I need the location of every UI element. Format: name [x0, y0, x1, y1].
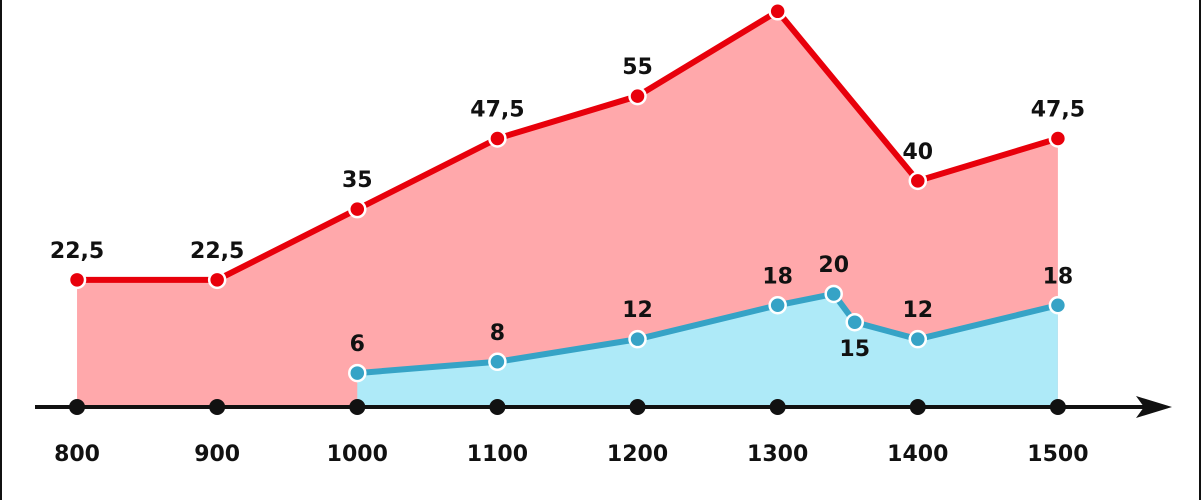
x-tick [69, 399, 86, 415]
point [768, 2, 787, 21]
line [357, 290, 1059, 377]
data-label: 55 [622, 55, 653, 80]
x-tick [769, 399, 786, 415]
x-tick-label: 1000 [327, 442, 388, 467]
data-label: 35 [342, 168, 373, 193]
point [908, 171, 928, 191]
data-label: 12 [902, 298, 933, 323]
x-axis: 800 900 1000 1100 1200 1300 1400 1500 [35, 396, 1172, 467]
point [207, 270, 227, 290]
data-label: 8 [490, 321, 505, 346]
x-tick [349, 399, 366, 415]
data-label: 18 [762, 264, 793, 289]
data-label: 15 [839, 337, 870, 362]
point [488, 129, 507, 148]
point [628, 86, 647, 106]
point [908, 329, 928, 349]
x-tick-label: 1200 [607, 442, 668, 467]
point [348, 363, 367, 383]
x-tick [909, 399, 926, 415]
x-tick [489, 399, 506, 415]
data-label: 22,5 [190, 239, 244, 264]
x-tick-label: 1100 [467, 442, 528, 467]
point [1048, 296, 1068, 315]
lines: 22,5 22,5 35 47,5 55 40 47,5 6 8 12 18 20 15 12 18 [50, 2, 1085, 383]
point [1048, 129, 1068, 148]
x-tick-label: 800 [54, 442, 100, 467]
data-label: 40 [902, 140, 933, 165]
point [348, 199, 367, 219]
line [77, 8, 1059, 283]
areas [77, 11, 1058, 408]
data-label: 6 [350, 332, 365, 357]
data-label: 47,5 [470, 97, 524, 122]
data-label: 47,5 [1031, 97, 1085, 122]
data-label: 20 [818, 253, 849, 278]
point [67, 270, 87, 290]
point [488, 352, 507, 372]
point [628, 329, 647, 349]
x-tick [209, 399, 226, 415]
data-label: 18 [1043, 264, 1074, 289]
x-tick-label: 1500 [1027, 442, 1088, 467]
point [824, 284, 843, 304]
x-tick-label: 1300 [747, 442, 808, 467]
x-tick [1049, 399, 1066, 415]
data-label: 12 [622, 298, 653, 323]
area [357, 293, 1058, 407]
x-tick [629, 399, 646, 415]
point [768, 296, 787, 315]
x-tick-label: 900 [194, 442, 240, 467]
x-tick-label: 1400 [887, 442, 948, 467]
x-axis-arrow [1136, 396, 1172, 418]
data-label: 22,5 [50, 239, 104, 264]
point [845, 312, 864, 332]
